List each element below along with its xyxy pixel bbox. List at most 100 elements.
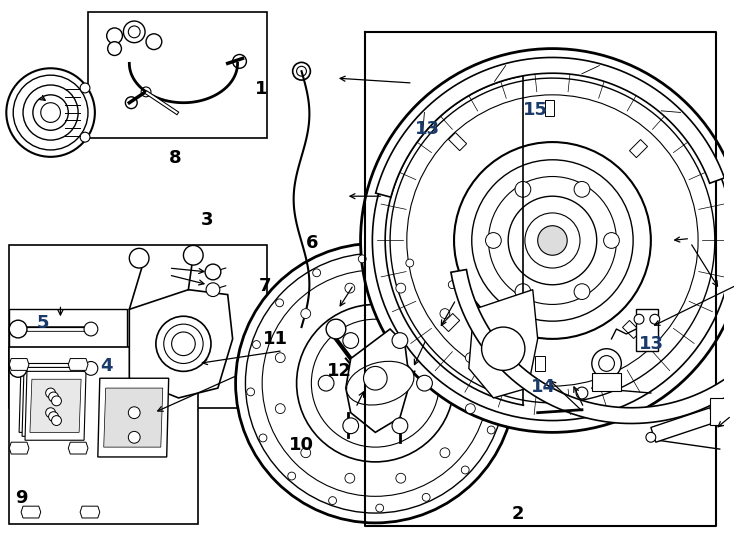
Circle shape xyxy=(345,473,355,483)
Text: 8: 8 xyxy=(168,150,181,167)
Circle shape xyxy=(489,177,617,305)
Circle shape xyxy=(275,353,286,363)
Bar xyxy=(10,347,198,524)
Circle shape xyxy=(184,245,203,265)
Circle shape xyxy=(396,473,406,483)
Bar xyxy=(535,356,545,372)
Circle shape xyxy=(461,466,469,474)
Circle shape xyxy=(479,317,487,325)
Bar xyxy=(88,12,267,138)
Circle shape xyxy=(319,375,334,391)
Circle shape xyxy=(205,264,221,280)
Circle shape xyxy=(164,324,203,363)
Circle shape xyxy=(646,433,655,442)
Text: 9: 9 xyxy=(15,489,28,508)
Circle shape xyxy=(472,160,633,321)
Circle shape xyxy=(396,283,406,293)
Circle shape xyxy=(51,416,62,426)
Polygon shape xyxy=(10,442,29,454)
Circle shape xyxy=(422,494,430,501)
Text: 4: 4 xyxy=(100,356,112,375)
Circle shape xyxy=(48,392,59,402)
Circle shape xyxy=(301,309,310,319)
Bar xyxy=(442,314,459,332)
Circle shape xyxy=(576,387,588,399)
Circle shape xyxy=(129,248,149,268)
Circle shape xyxy=(123,21,145,43)
Circle shape xyxy=(311,319,439,447)
Bar xyxy=(545,100,554,116)
Text: 2: 2 xyxy=(512,505,524,523)
Circle shape xyxy=(465,353,476,363)
Circle shape xyxy=(236,244,515,523)
Polygon shape xyxy=(103,388,163,447)
Bar xyxy=(710,398,727,426)
Circle shape xyxy=(10,360,27,377)
Text: 15: 15 xyxy=(523,100,548,118)
Circle shape xyxy=(448,281,457,288)
Text: 7: 7 xyxy=(259,277,272,295)
Polygon shape xyxy=(19,363,80,433)
Circle shape xyxy=(245,253,505,513)
Polygon shape xyxy=(376,57,724,197)
Text: 1: 1 xyxy=(255,80,268,98)
Text: 5: 5 xyxy=(37,314,49,332)
Circle shape xyxy=(141,87,151,97)
Polygon shape xyxy=(451,269,734,423)
Circle shape xyxy=(326,319,346,339)
Circle shape xyxy=(487,426,495,434)
Circle shape xyxy=(259,434,267,442)
Circle shape xyxy=(146,34,161,50)
Circle shape xyxy=(485,233,501,248)
Polygon shape xyxy=(10,359,29,370)
Circle shape xyxy=(128,407,140,418)
Circle shape xyxy=(343,418,359,434)
Circle shape xyxy=(417,375,432,391)
Circle shape xyxy=(440,309,450,319)
Circle shape xyxy=(387,306,442,361)
Circle shape xyxy=(126,97,137,109)
Bar xyxy=(592,373,621,391)
Circle shape xyxy=(358,255,366,263)
Text: 10: 10 xyxy=(288,436,313,454)
Circle shape xyxy=(48,411,59,422)
Circle shape xyxy=(313,269,321,277)
Circle shape xyxy=(247,388,255,396)
Circle shape xyxy=(634,314,644,324)
Circle shape xyxy=(46,408,56,417)
Circle shape xyxy=(496,379,504,387)
Text: 13: 13 xyxy=(639,335,664,353)
Circle shape xyxy=(276,299,283,307)
Polygon shape xyxy=(469,289,538,398)
Circle shape xyxy=(515,284,531,300)
Circle shape xyxy=(13,75,88,150)
Polygon shape xyxy=(10,245,267,408)
Polygon shape xyxy=(22,367,83,436)
Bar xyxy=(636,309,658,350)
Circle shape xyxy=(297,305,454,462)
Ellipse shape xyxy=(346,361,414,405)
Circle shape xyxy=(84,361,98,375)
Circle shape xyxy=(538,226,567,255)
Circle shape xyxy=(345,283,355,293)
Circle shape xyxy=(128,26,140,38)
Circle shape xyxy=(262,270,489,496)
Circle shape xyxy=(329,497,336,504)
Polygon shape xyxy=(68,442,88,454)
Circle shape xyxy=(574,284,590,300)
Text: 13: 13 xyxy=(415,120,440,138)
Circle shape xyxy=(172,332,195,356)
Circle shape xyxy=(252,341,261,348)
Circle shape xyxy=(407,95,698,386)
Polygon shape xyxy=(98,378,169,457)
Polygon shape xyxy=(651,408,715,442)
Polygon shape xyxy=(27,375,78,428)
Circle shape xyxy=(574,181,590,197)
Bar xyxy=(10,309,127,408)
Circle shape xyxy=(465,404,476,414)
Polygon shape xyxy=(21,506,41,518)
Bar xyxy=(622,320,641,339)
Circle shape xyxy=(392,418,408,434)
Circle shape xyxy=(603,233,619,248)
Circle shape xyxy=(23,85,78,140)
